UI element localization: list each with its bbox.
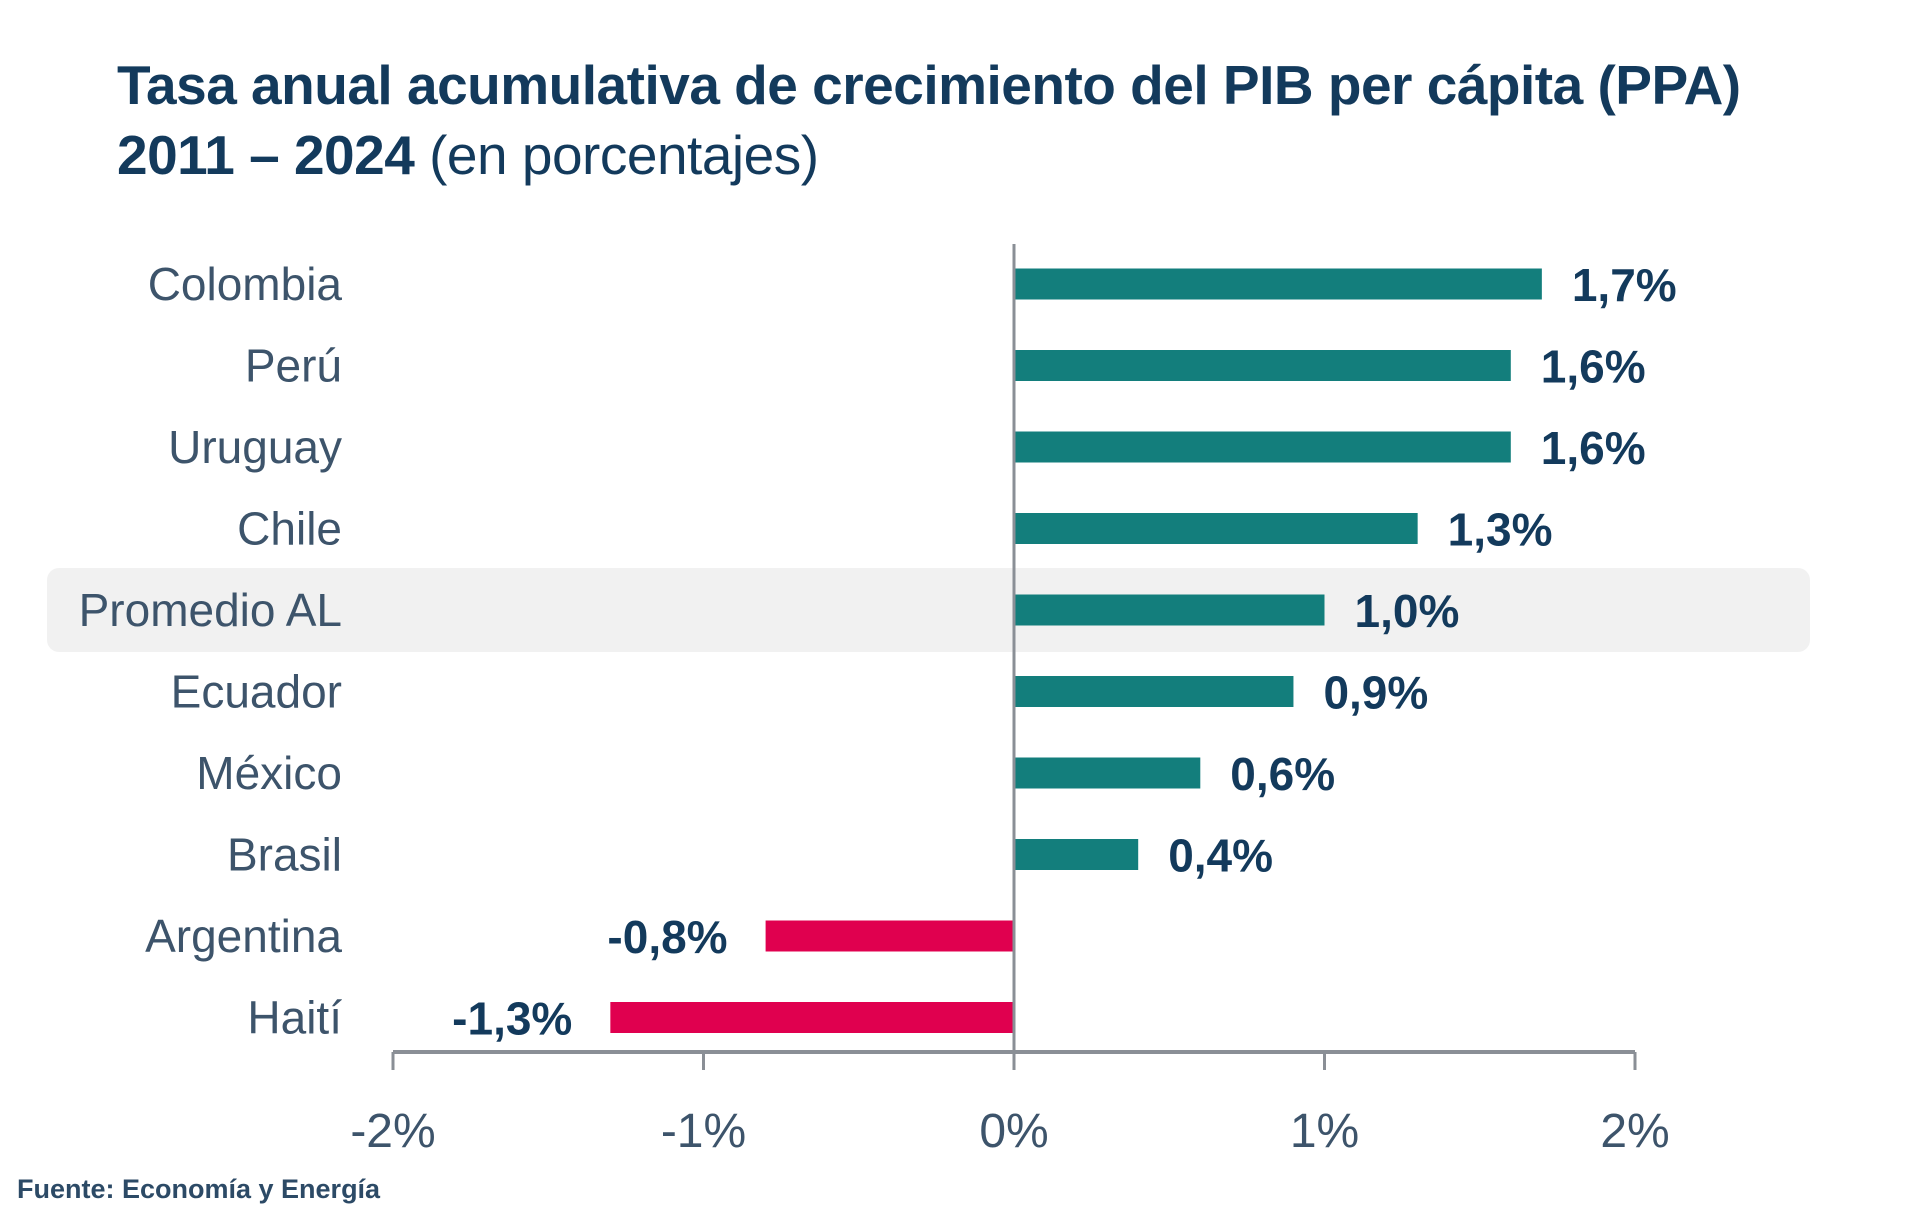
category-label: Colombia	[148, 258, 343, 310]
data-label: 1,6%	[1541, 422, 1646, 474]
highlight-band	[47, 568, 1810, 652]
data-label: 1,3%	[1448, 504, 1553, 556]
x-tick-label: 1%	[1290, 1105, 1359, 1158]
category-label: Chile	[237, 503, 342, 555]
data-label: 0,6%	[1230, 748, 1335, 800]
title-years: 2011 – 2024	[117, 124, 415, 186]
source-note: Fuente: Economía y Energía	[17, 1174, 381, 1204]
category-label: Ecuador	[171, 666, 342, 718]
bar	[1014, 268, 1542, 300]
data-label: 0,4%	[1168, 830, 1273, 882]
data-label: 1,7%	[1572, 259, 1677, 311]
data-label: -0,8%	[607, 911, 727, 963]
x-tick-label: 0%	[979, 1105, 1048, 1158]
category-label: México	[196, 747, 342, 799]
title-line-2: 2011 – 2024 (en porcentajes)	[117, 120, 1741, 190]
title-line-1: Tasa anual acumulativa de crecimiento de…	[117, 54, 1741, 116]
category-label: Brasil	[227, 829, 342, 881]
bar	[765, 920, 1014, 952]
x-tick-label: -1%	[661, 1105, 746, 1158]
bar	[1014, 839, 1139, 870]
data-label: -1,3%	[452, 993, 572, 1045]
data-label: 1,0%	[1355, 585, 1460, 637]
bar	[1014, 676, 1294, 707]
data-label: 0,9%	[1323, 667, 1428, 719]
bar	[1014, 594, 1325, 626]
bar	[1014, 513, 1418, 544]
bar	[1014, 431, 1511, 463]
title-units: (en porcentajes)	[429, 124, 819, 186]
category-label: Argentina	[145, 910, 342, 962]
category-label: Perú	[245, 340, 342, 392]
category-label: Promedio AL	[79, 584, 342, 636]
chart-title: Tasa anual acumulativa de crecimiento de…	[117, 50, 1741, 190]
bar	[1014, 350, 1511, 381]
x-tick-label: 2%	[1600, 1105, 1669, 1158]
data-label: 1,6%	[1541, 341, 1646, 393]
bar	[1014, 757, 1201, 789]
category-label: Haití	[247, 992, 342, 1044]
bar	[610, 1002, 1014, 1033]
x-tick-label: -2%	[350, 1105, 435, 1158]
category-label: Uruguay	[168, 421, 342, 473]
